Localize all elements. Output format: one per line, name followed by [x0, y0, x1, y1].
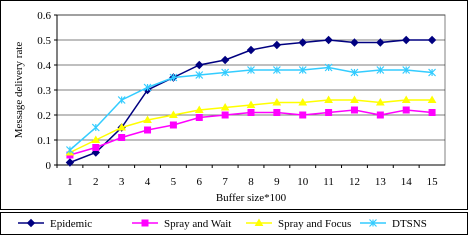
marker: [375, 98, 385, 106]
marker: [273, 109, 281, 116]
marker: [117, 123, 127, 131]
marker: [254, 218, 264, 226]
marker: [350, 95, 359, 103]
marker: [195, 114, 203, 121]
x-tick-label: 2: [93, 176, 99, 188]
y-tick-label: 0.5: [37, 35, 51, 47]
marker: [376, 111, 384, 119]
marker: [298, 38, 307, 47]
marker: [221, 111, 229, 119]
x-tick-label: 9: [274, 176, 280, 188]
marker: [92, 144, 100, 151]
marker: [220, 103, 230, 111]
x-tick-label: 1: [67, 176, 73, 188]
x-tick-label: 11: [323, 176, 334, 188]
marker: [246, 100, 256, 108]
marker: [350, 38, 359, 47]
x-tick-label: 5: [171, 176, 177, 188]
marker: [427, 35, 437, 45]
y-tick-label: 0.3: [37, 85, 51, 97]
x-tick-label: 13: [375, 176, 387, 188]
marker: [66, 146, 74, 154]
marker: [26, 218, 36, 228]
y-tick-label: 0.6: [37, 10, 51, 22]
marker: [427, 95, 437, 103]
marker: [350, 68, 359, 77]
marker: [324, 95, 333, 103]
marker: [369, 219, 377, 227]
y-tick-label: 0: [46, 160, 52, 172]
marker: [272, 40, 282, 50]
y-tick-label: 0.2: [37, 110, 51, 122]
marker: [143, 115, 152, 123]
marker: [324, 35, 333, 45]
marker: [65, 158, 75, 167]
marker: [141, 219, 149, 227]
x-tick-label: 15: [427, 176, 439, 188]
x-tick-label: 4: [145, 176, 151, 188]
marker: [143, 83, 152, 92]
marker: [118, 134, 126, 141]
marker: [195, 60, 204, 70]
marker: [117, 96, 126, 104]
marker: [401, 35, 411, 45]
marker: [246, 45, 256, 55]
marker: [169, 110, 178, 118]
marker: [298, 98, 308, 106]
marker: [195, 71, 204, 79]
chart: Buffer size*100 Message delivery rate 0 0…: [0, 0, 468, 235]
x-tick-label: 14: [401, 176, 413, 188]
legend-label: Spray and Focus: [278, 218, 351, 230]
x-tick-label: 6: [197, 176, 203, 188]
marker: [402, 66, 411, 74]
legend-label: Epidemic: [50, 218, 92, 230]
marker: [144, 126, 152, 134]
marker: [325, 109, 333, 116]
marker: [428, 109, 436, 116]
marker: [428, 68, 436, 77]
marker: [91, 135, 101, 143]
marker: [299, 111, 307, 119]
marker: [376, 38, 385, 47]
marker: [247, 66, 255, 74]
marker: [221, 68, 230, 77]
marker: [324, 63, 333, 72]
marker: [169, 121, 177, 129]
legend-label: Spray and Wait: [164, 218, 231, 230]
marker: [402, 106, 410, 114]
marker: [376, 66, 385, 74]
marker: [91, 123, 100, 132]
marker: [220, 55, 230, 65]
marker: [298, 66, 307, 74]
marker: [247, 109, 255, 116]
x-tick-label: 10: [297, 176, 309, 188]
y-tick-label: 0.1: [37, 135, 51, 147]
x-tick-label: 7: [222, 176, 228, 188]
x-axis-title: Buffer size*100: [216, 192, 287, 204]
x-tick-label: 8: [248, 176, 254, 188]
marker: [350, 106, 358, 114]
y-tick-label: 0.4: [37, 60, 51, 72]
y-axis-title: Message delivery rate: [13, 42, 25, 139]
marker: [272, 98, 282, 106]
marker: [401, 95, 411, 103]
x-tick-label: 12: [349, 176, 360, 188]
legend-label: DTSNS: [392, 218, 427, 230]
marker: [169, 73, 178, 82]
x-tick-label: 3: [119, 176, 125, 188]
marker: [194, 105, 204, 113]
marker: [272, 66, 281, 74]
